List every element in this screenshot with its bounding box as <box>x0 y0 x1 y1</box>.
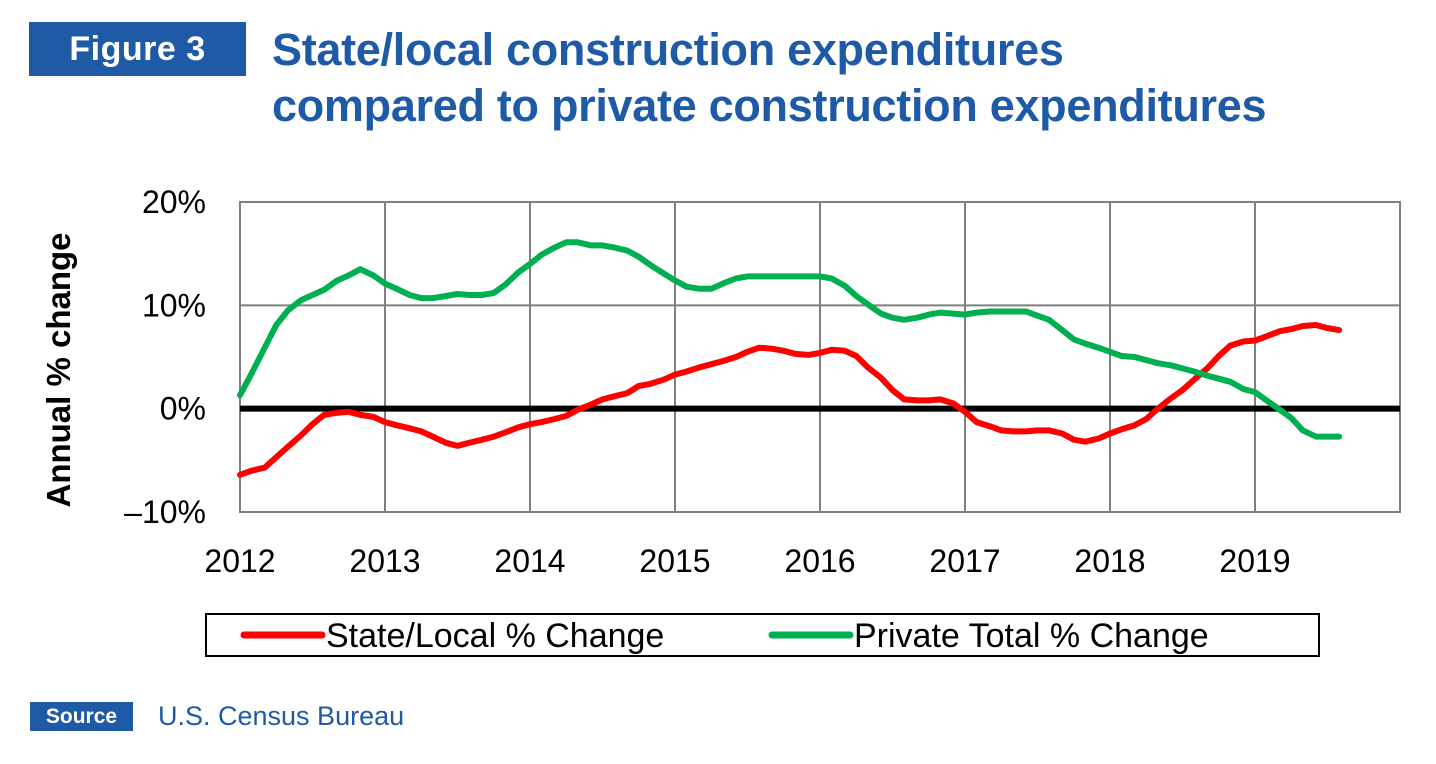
y-tick-label: 10% <box>142 287 206 323</box>
x-tick-labels: 2012 2013 2014 2015 2016 2017 2018 2019 <box>204 543 1290 579</box>
chart-title-line1: State/local construction expenditures <box>272 24 1064 75</box>
source-label-badge: Source <box>30 702 133 731</box>
x-tick-label: 2018 <box>1074 543 1145 579</box>
x-tick-label: 2013 <box>349 543 420 579</box>
chart-title: State/local construction expenditures co… <box>272 22 1267 134</box>
legend: State/Local % Change Private Total % Cha… <box>205 613 1320 657</box>
x-tick-label: 2016 <box>784 543 855 579</box>
series-line-private-total <box>237 239 1343 440</box>
y-tick-labels: 20% 10% 0% –10% <box>124 184 206 530</box>
legend-box <box>205 613 1320 657</box>
figure-label-badge: Figure 3 <box>29 22 246 76</box>
x-tick-label: 2014 <box>494 543 565 579</box>
x-tick-label: 2015 <box>639 543 710 579</box>
y-tick-label: 0% <box>160 391 206 427</box>
x-tick-label: 2012 <box>204 543 275 579</box>
legend-label-private-total: Private Total % Change <box>854 617 1209 655</box>
y-tick-label: 20% <box>142 184 206 220</box>
y-tick-label: –10% <box>124 494 206 530</box>
series-line-state-local <box>237 322 1343 478</box>
grid-layer <box>239 201 1401 513</box>
legend-label-state-local: State/Local % Change <box>326 617 664 655</box>
y-axis-label: Annual % change <box>40 232 77 507</box>
x-tick-label: 2017 <box>929 543 1000 579</box>
x-tick-label: 2019 <box>1219 543 1290 579</box>
series-layer <box>237 239 1343 478</box>
chart-title-line2: compared to private construction expendi… <box>272 80 1267 131</box>
source-text: U.S. Census Bureau <box>158 701 405 731</box>
